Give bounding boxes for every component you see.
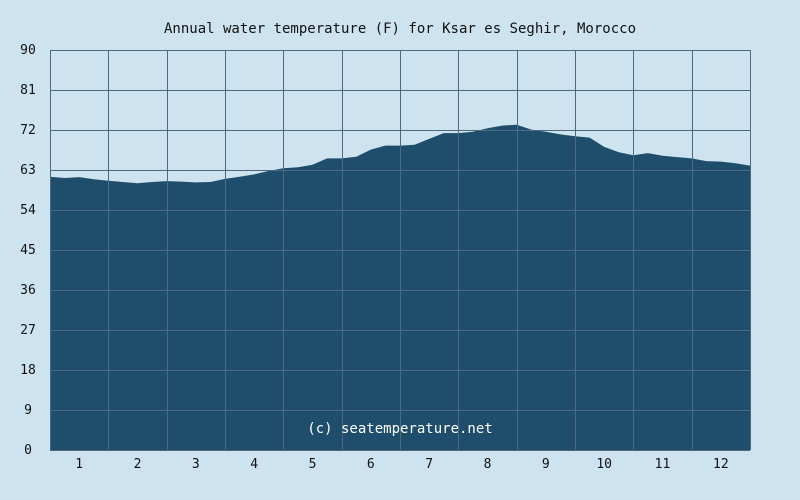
watermark-text: (c) seatemperature.net	[307, 421, 492, 437]
x-tick-label: 7	[425, 457, 433, 472]
x-tick-label: 1	[75, 457, 83, 472]
y-tick-label: 9	[24, 403, 32, 418]
y-tick-label: 63	[20, 163, 36, 178]
y-tick-label: 45	[20, 243, 36, 258]
x-tick-label: 8	[484, 457, 492, 472]
y-tick-label: 18	[20, 363, 36, 378]
x-tick-label: 6	[367, 457, 375, 472]
y-tick-label: 72	[20, 123, 36, 138]
x-tick-label: 9	[542, 457, 550, 472]
grid-layer	[50, 50, 751, 451]
y-tick-label: 27	[20, 323, 36, 338]
y-tick-label: 36	[20, 283, 36, 298]
x-axis-ticks: 1 2 3 4 5 6 7 8 9 10 11 12	[75, 457, 728, 472]
x-tick-label: 4	[250, 457, 258, 472]
y-tick-label: 81	[20, 83, 36, 98]
x-tick-label: 10	[596, 457, 612, 472]
x-tick-label: 3	[192, 457, 200, 472]
x-tick-label: 11	[655, 457, 671, 472]
y-tick-label: 54	[20, 203, 36, 218]
y-tick-label: 90	[20, 43, 36, 58]
x-tick-label: 2	[134, 457, 142, 472]
y-axis-ticks: 0 9 18 27 36 45 54 63 72 81 90	[20, 43, 36, 458]
x-tick-label: 12	[713, 457, 729, 472]
x-tick-label: 5	[309, 457, 317, 472]
chart-title: Annual water temperature (F) for Ksar es…	[164, 21, 636, 37]
y-tick-label: 0	[24, 443, 32, 458]
